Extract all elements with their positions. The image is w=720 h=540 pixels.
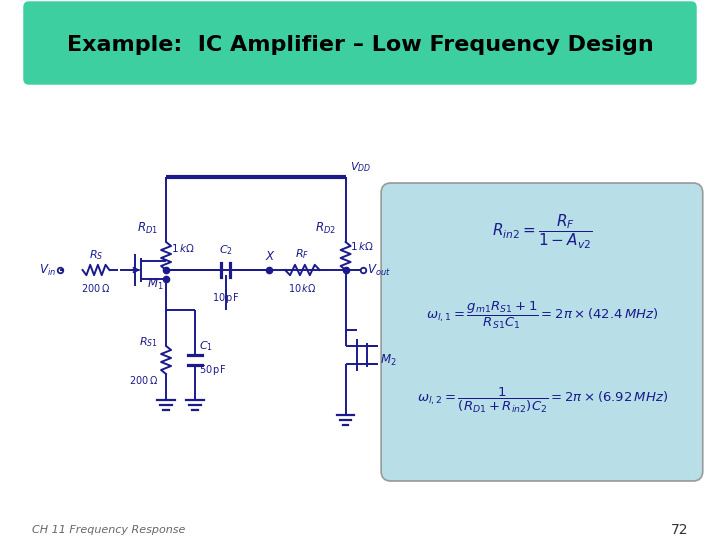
Text: $M_1$: $M_1$ [147,276,163,292]
Text: Example:  IC Amplifier – Low Frequency Design: Example: IC Amplifier – Low Frequency De… [67,35,653,55]
Text: $200\,\Omega$: $200\,\Omega$ [81,282,111,294]
Text: CH 11 Frequency Response: CH 11 Frequency Response [32,525,185,535]
FancyBboxPatch shape [24,2,696,84]
Text: $V_{DD}$: $V_{DD}$ [351,160,372,174]
Text: $C_1$: $C_1$ [199,339,212,353]
Text: $200\,\Omega$: $200\,\Omega$ [129,374,158,386]
Text: $\omega_{l,1} = \dfrac{g_{m1}R_{S1}+1}{R_{S1}C_1} = 2\pi\times(42.4\,MHz)$: $\omega_{l,1} = \dfrac{g_{m1}R_{S1}+1}{R… [426,299,659,330]
Text: $10\,k\Omega$: $10\,k\Omega$ [288,282,317,294]
FancyBboxPatch shape [381,183,703,481]
Text: $10\,\mathrm{pF}$: $10\,\mathrm{pF}$ [212,291,239,305]
Text: $\omega_{l,2} = \dfrac{1}{(R_{D1}+R_{in2})C_2} = 2\pi\times(6.92\,MHz)$: $\omega_{l,2} = \dfrac{1}{(R_{D1}+R_{in2… [417,386,668,415]
Text: $1\,k\Omega$: $1\,k\Omega$ [351,240,374,252]
Text: $R_F$: $R_F$ [295,247,310,261]
Text: $R_{D1}$: $R_{D1}$ [138,220,158,235]
Text: $V_{out}$: $V_{out}$ [366,262,390,278]
Text: $50\,\mathrm{pF}$: $50\,\mathrm{pF}$ [199,363,226,377]
Text: 72: 72 [671,523,688,537]
Text: $1\,k\Omega$: $1\,k\Omega$ [171,242,194,254]
Text: $V_{in}$: $V_{in}$ [39,262,55,278]
Text: $R_{D2}$: $R_{D2}$ [315,220,336,235]
Text: $R_{S1}$: $R_{S1}$ [140,335,158,349]
Text: $M_2$: $M_2$ [380,353,397,368]
Text: $R_{in2} = \dfrac{R_F}{1-A_{v2}}$: $R_{in2} = \dfrac{R_F}{1-A_{v2}}$ [492,213,593,251]
Text: $R_S$: $R_S$ [89,248,103,262]
Text: $X$: $X$ [266,249,276,262]
Text: $C_2$: $C_2$ [219,243,233,257]
